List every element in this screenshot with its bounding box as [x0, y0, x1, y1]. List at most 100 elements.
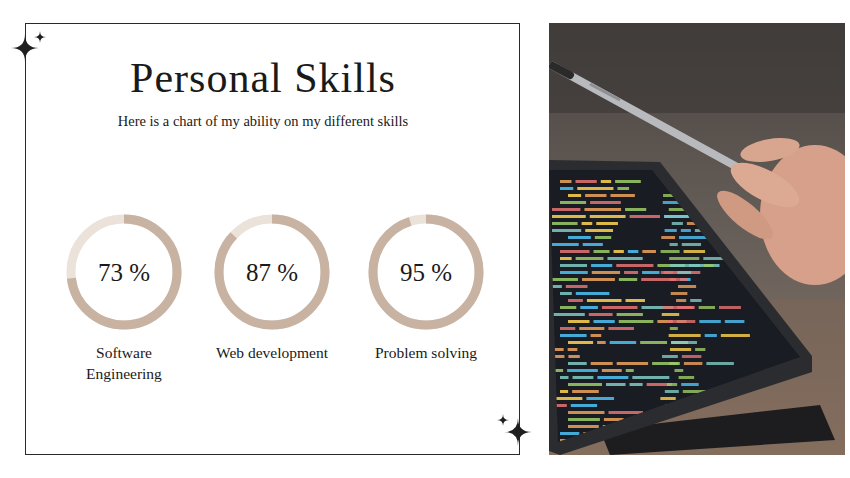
code-token [625, 425, 650, 428]
code-token [684, 194, 694, 197]
code-token [619, 320, 654, 323]
code-token [678, 285, 696, 288]
code-token [669, 362, 680, 365]
code-token [552, 222, 578, 225]
background [0, 0, 850, 478]
code-token [560, 250, 590, 253]
code-token [666, 180, 690, 183]
code-token [589, 453, 624, 455]
code-token [662, 355, 678, 358]
code-token [591, 264, 612, 267]
code-token [660, 397, 675, 400]
code-token [664, 215, 689, 218]
code-token [694, 180, 714, 183]
code-token [566, 285, 588, 288]
code-token [692, 208, 707, 211]
code-token [560, 439, 589, 442]
hand [760, 145, 845, 285]
frame [26, 24, 520, 455]
code-token [652, 453, 682, 455]
code-token [672, 222, 683, 225]
code-token [585, 194, 606, 197]
code-token [670, 327, 678, 330]
code-token [560, 453, 585, 455]
code-token [560, 201, 586, 204]
code-token [560, 432, 579, 435]
code-token [617, 187, 629, 190]
code-token [670, 243, 678, 246]
code-token [704, 264, 713, 267]
skill-ring: 95 %Problem solving [373, 219, 479, 361]
code-token [669, 208, 688, 211]
code-token [665, 404, 675, 407]
code-token [677, 271, 691, 274]
code-token [623, 446, 658, 449]
code-token [560, 292, 572, 295]
code-token [577, 187, 613, 190]
ring-progress [71, 219, 177, 325]
code-token [699, 320, 721, 323]
code-token [568, 320, 589, 323]
code-token [560, 376, 569, 379]
subtitle: Here is a chart of my ability on my diff… [118, 113, 409, 129]
code-token [661, 236, 675, 239]
code-token [575, 180, 596, 183]
code-token [610, 341, 636, 344]
pen-clip [590, 84, 620, 100]
code-token [695, 348, 705, 351]
code-token [590, 201, 621, 204]
code-token [705, 334, 717, 337]
code-token [560, 306, 576, 309]
code-token [676, 299, 686, 302]
code-token [552, 313, 585, 316]
code-token [568, 194, 581, 197]
code-token [595, 236, 611, 239]
code-token [617, 362, 648, 365]
code-token [669, 334, 701, 337]
code-token [682, 355, 702, 358]
code-token [663, 306, 695, 309]
value-label: 95 % [400, 259, 452, 286]
finger [710, 183, 779, 246]
code-token [683, 425, 715, 428]
code-token [721, 334, 750, 337]
code-token [626, 299, 645, 302]
code-token [579, 327, 604, 330]
code-token [628, 250, 638, 253]
code-token [711, 390, 740, 393]
code-token [654, 425, 679, 428]
code-token [682, 243, 701, 246]
code-token [681, 229, 691, 232]
ring-track [219, 219, 325, 325]
code-token [624, 271, 638, 274]
ring-track [71, 219, 177, 325]
code-token [684, 250, 705, 253]
ring-progress [219, 219, 325, 325]
code-token [719, 306, 741, 309]
code-token [679, 404, 688, 407]
code-token [699, 306, 715, 309]
code-token [608, 411, 642, 414]
code-token [628, 453, 648, 455]
code-token [552, 369, 563, 372]
label-line: Software [96, 344, 152, 361]
code-token [683, 390, 707, 393]
code-token [591, 334, 602, 337]
code-token [725, 320, 745, 323]
code-token [682, 439, 692, 442]
code-token [664, 215, 689, 218]
code-token [733, 411, 747, 414]
code-token [568, 383, 602, 386]
code-token [687, 222, 717, 225]
code-token [690, 446, 716, 449]
code-token [662, 439, 678, 442]
code-token [670, 264, 700, 267]
code-token [679, 187, 697, 190]
skill-ring: 73 %SoftwareEngineering [71, 219, 177, 382]
code-token [587, 299, 622, 302]
code-token [568, 348, 578, 351]
code-token [584, 208, 621, 211]
code-token [680, 411, 692, 414]
code-token [661, 250, 680, 253]
code-token [614, 250, 624, 253]
